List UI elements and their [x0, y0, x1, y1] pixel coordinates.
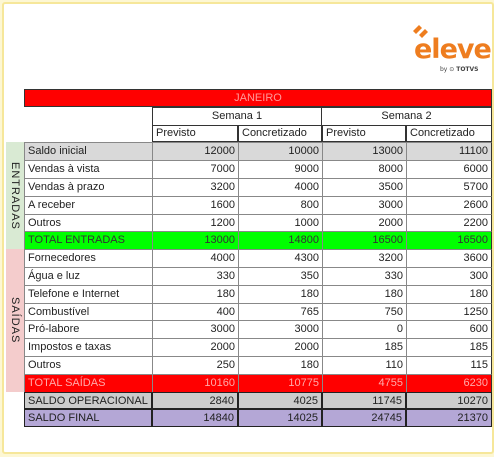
entradas-row-label: Vendas à vista [24, 160, 152, 178]
eleve-logo: eleve by ⊙ TOTVS [410, 22, 492, 73]
saidas-row-value: 300 [406, 267, 492, 285]
saidas-row-value: 765 [238, 302, 322, 321]
saidas-row-value: 330 [152, 267, 238, 285]
saidas-row-value: 3000 [152, 320, 238, 339]
entradas-row-value: 2000 [322, 213, 406, 232]
saidas-row-value: 180 [238, 356, 322, 374]
saldo-final-value: 24745 [322, 409, 406, 428]
saidas-row-value: 115 [406, 356, 492, 374]
saidas-row-value: 250 [152, 356, 238, 374]
saidas-row-label: Água e luz [24, 267, 152, 285]
subheader-cell: Concretizado [238, 124, 322, 143]
eleve-mark-icon [413, 25, 428, 38]
saidas-row-label: Outros [24, 356, 152, 374]
saidas-row-label: Impostos e taxas [24, 338, 152, 356]
saidas-row-value: 3000 [238, 320, 322, 339]
entradas-row-value: 800 [238, 195, 322, 214]
total-saidas-value: 10775 [238, 373, 322, 392]
subheader-cell: Previsto [322, 124, 406, 143]
logo-byline: by ⊙ TOTVS [440, 66, 479, 73]
saidas-row-value: 2000 [152, 338, 238, 356]
saidas-row-value: 180 [238, 284, 322, 303]
entradas-row-value: 3500 [322, 178, 406, 196]
entradas-text: ENTRADAS [9, 161, 21, 230]
saldo-inicial-label: Saldo inicial [24, 142, 152, 161]
saidas-row-value: 330 [322, 267, 406, 285]
saldo-inicial-value: 13000 [322, 142, 406, 161]
week-1-header: Semana 1 [152, 106, 322, 125]
entradas-group-label: ENTRADAS [6, 142, 24, 250]
subheader-cell: Previsto [152, 124, 238, 143]
entradas-row-value: 8000 [322, 160, 406, 178]
entradas-row-value: 6000 [406, 160, 492, 178]
saldo-final-value: 14840 [152, 409, 238, 428]
entradas-row-value: 7000 [152, 160, 238, 178]
saldo-inicial-value: 11100 [406, 142, 492, 161]
entradas-row-value: 5700 [406, 178, 492, 196]
totvs-icon: ⊙ [449, 66, 455, 73]
entradas-row-value: 2600 [406, 195, 492, 214]
saidas-row-value: 3200 [322, 249, 406, 267]
saidas-row-value: 600 [406, 320, 492, 339]
saldo-final-value: 14025 [238, 409, 322, 428]
saidas-row-value: 4300 [238, 249, 322, 267]
saidas-row-value: 180 [152, 284, 238, 303]
entradas-row-value: 1200 [152, 213, 238, 232]
total-saidas-value: 10160 [152, 373, 238, 392]
total-saidas-value: 6230 [406, 373, 492, 392]
saldo-operacional-value: 2840 [152, 391, 238, 410]
saldo-operacional-value: 4025 [238, 391, 322, 410]
saidas-row-value: 2000 [238, 338, 322, 356]
saldo-inicial-value: 12000 [152, 142, 238, 161]
saidas-row-value: 180 [322, 284, 406, 303]
saidas-row-value: 0 [322, 320, 406, 339]
saidas-row-value: 110 [322, 356, 406, 374]
entradas-row-label: Outros [24, 213, 152, 232]
saidas-row-label: Pró-labore [24, 320, 152, 339]
saldo-operacional-value: 10270 [406, 391, 492, 410]
week-2-header: Semana 2 [322, 106, 492, 125]
saidas-row-value: 3600 [406, 249, 492, 267]
saldo-operacional-value: 11745 [322, 391, 406, 410]
saidas-row-value: 400 [152, 302, 238, 321]
saldo-inicial-value: 10000 [238, 142, 322, 161]
saidas-group-label: SAÍDAS [6, 249, 24, 392]
logo-wordmark: eleve [414, 34, 492, 65]
saidas-row-label: Combustível [24, 302, 152, 321]
total-saidas-label: TOTAL SAÍDAS [24, 373, 152, 392]
entradas-row-label: Vendas à prazo [24, 178, 152, 196]
saldo-operacional-label: SALDO OPERACIONAL [24, 391, 152, 410]
total-entradas-value: 16500 [322, 231, 406, 250]
saldo-final-label: SALDO FINAL [24, 409, 152, 428]
saidas-row-label: Telefone e Internet [24, 284, 152, 303]
total-entradas-value: 14800 [238, 231, 322, 250]
saidas-row-value: 750 [322, 302, 406, 321]
saidas-text: SAÍDAS [9, 297, 21, 344]
entradas-row-value: 1000 [238, 213, 322, 232]
saidas-row-value: 4000 [152, 249, 238, 267]
total-entradas-value: 16500 [406, 231, 492, 250]
total-saidas-value: 4755 [322, 373, 406, 392]
saidas-row-value: 180 [406, 284, 492, 303]
entradas-row-value: 1600 [152, 195, 238, 214]
saldo-final-value: 21370 [406, 409, 492, 428]
saidas-row-value: 185 [406, 338, 492, 356]
entradas-row-value: 3200 [152, 178, 238, 196]
saidas-row-label: Fornecedores [24, 249, 152, 267]
saidas-row-value: 1250 [406, 302, 492, 321]
cash-flow-table: JANEIRO Semana 1 Semana 2 Previsto Concretiz… [6, 89, 492, 437]
month-header: JANEIRO [24, 89, 492, 107]
entradas-row-label: A receber [24, 195, 152, 214]
saidas-row-value: 350 [238, 267, 322, 285]
entradas-row-value: 9000 [238, 160, 322, 178]
entradas-row-value: 3000 [322, 195, 406, 214]
entradas-row-value: 4000 [238, 178, 322, 196]
saidas-row-value: 185 [322, 338, 406, 356]
total-entradas-label: TOTAL ENTRADAS [24, 231, 152, 250]
entradas-row-value: 2200 [406, 213, 492, 232]
subheader-cell: Concretizado [406, 124, 492, 143]
total-entradas-value: 13000 [152, 231, 238, 250]
